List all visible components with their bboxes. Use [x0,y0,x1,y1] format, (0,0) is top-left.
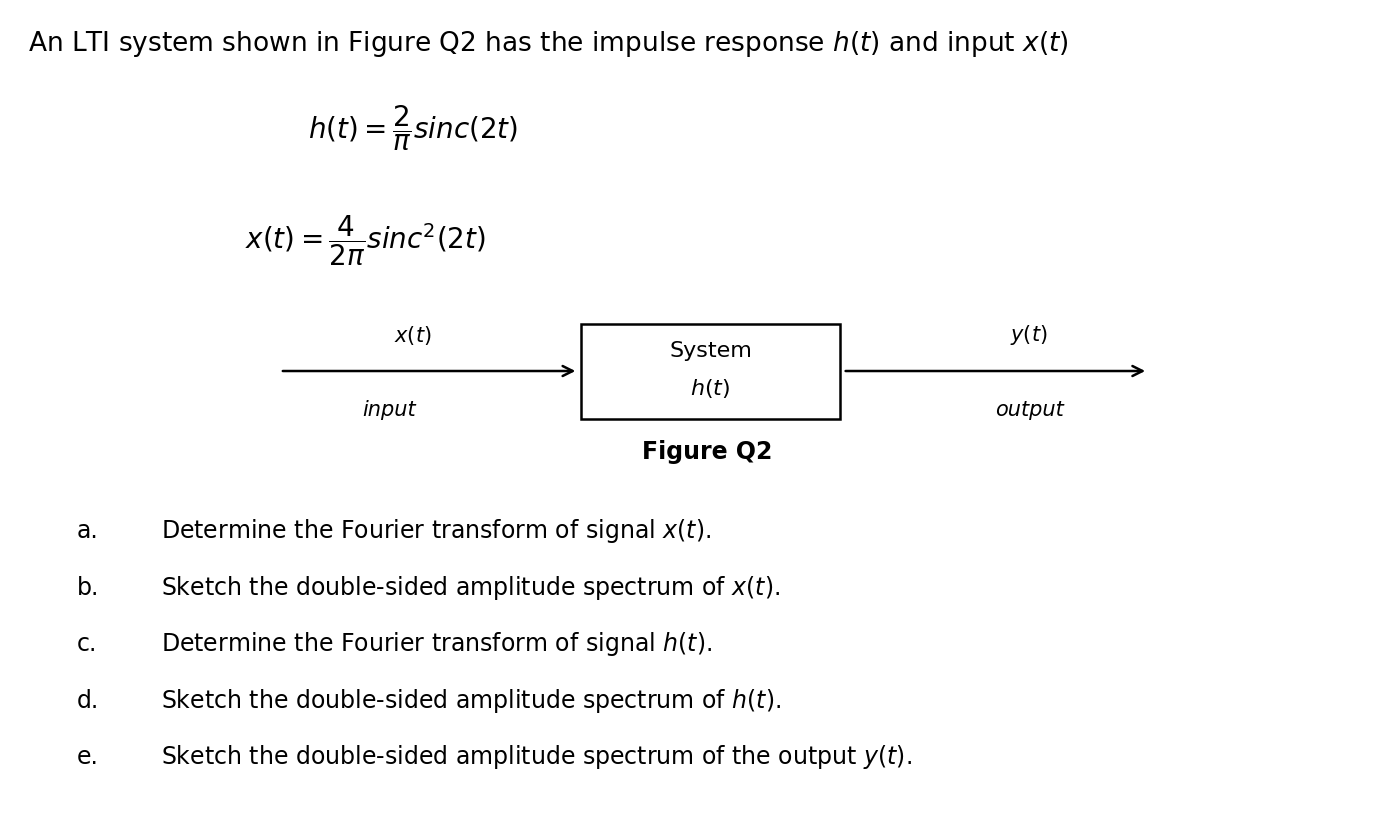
Text: System: System [669,340,752,361]
Text: $y(t)$: $y(t)$ [1011,323,1047,347]
Text: Sketch the double-sided amplitude spectrum of $x(t)$.: Sketch the double-sided amplitude spectr… [161,574,780,602]
Text: An LTI system shown in Figure Q2 has the impulse response $h(t)$ and input $x(t): An LTI system shown in Figure Q2 has the… [28,29,1070,59]
Text: Determine the Fourier transform of signal $x(t)$.: Determine the Fourier transform of signa… [161,517,711,545]
Text: c.: c. [77,632,98,656]
Text: Figure Q2: Figure Q2 [641,441,773,464]
Text: e.: e. [77,745,99,769]
Text: output: output [994,400,1064,420]
Text: Sketch the double-sided amplitude spectrum of the output $y(t)$.: Sketch the double-sided amplitude spectr… [161,743,911,771]
Text: Determine the Fourier transform of signal $h(t)$.: Determine the Fourier transform of signa… [161,630,713,658]
Text: $h(t)$: $h(t)$ [690,377,731,399]
Text: $h(t) = \dfrac{2}{\pi}sinc(2t)$: $h(t) = \dfrac{2}{\pi}sinc(2t)$ [308,104,518,154]
Bar [581,324,840,419]
Text: $x(t) = \dfrac{4}{2\pi}sinc^2(2t)$: $x(t) = \dfrac{4}{2\pi}sinc^2(2t)$ [245,213,486,268]
Text: input: input [363,400,416,420]
Text: b.: b. [77,576,99,599]
Text: a.: a. [77,520,99,543]
Text: d.: d. [77,689,99,712]
Text: Sketch the double-sided amplitude spectrum of $h(t)$.: Sketch the double-sided amplitude spectr… [161,686,781,715]
Text: $x(t)$: $x(t)$ [395,324,431,347]
